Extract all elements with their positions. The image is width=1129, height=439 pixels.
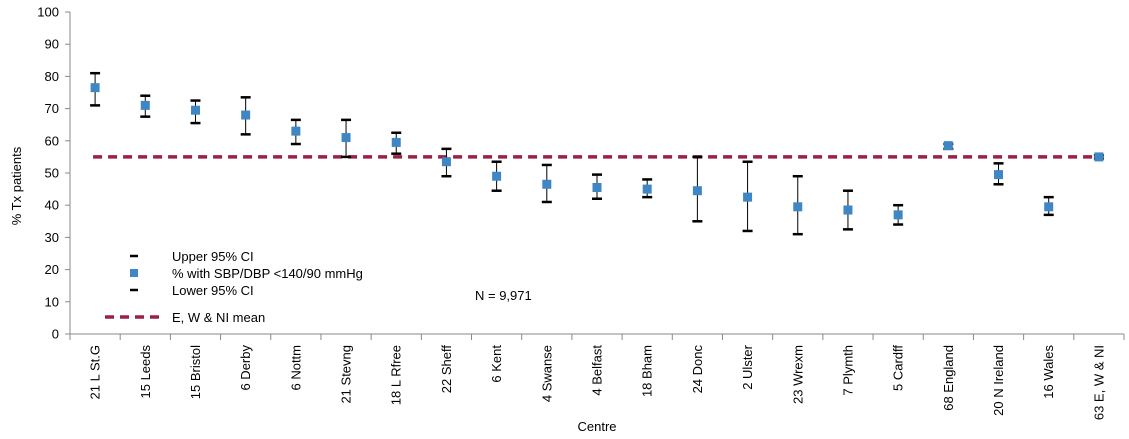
data-point: [291, 126, 301, 136]
x-tick-label: 2 Ulster: [740, 344, 755, 389]
x-tick-label: 15 Leeds: [138, 345, 153, 399]
data-point: [391, 137, 401, 147]
data-point: [90, 83, 100, 93]
legend-swatch-percent: [130, 269, 138, 277]
data-point: [1094, 152, 1104, 162]
data-point: [1044, 202, 1054, 212]
data-point: [542, 179, 552, 189]
x-tick-label: 63 E, W & NI: [1091, 345, 1106, 420]
y-tick-label: 20: [45, 262, 59, 277]
y-tick-label: 10: [45, 294, 59, 309]
x-tick-label: 6 Derby: [238, 345, 253, 391]
data-point: [441, 157, 451, 167]
y-axis-ticks: 0 10 20 30 40 50 60 70 80 90 100: [37, 5, 70, 342]
legend-item-lower-ci: Lower 95% CI: [130, 283, 254, 298]
y-axis-label: % Tx patients: [9, 146, 24, 225]
data-point: [190, 105, 200, 115]
y-tick-label: 100: [37, 5, 59, 20]
legend-item-mean: E, W & NI mean: [105, 310, 265, 325]
legend-label-percent: % with SBP/DBP <140/90 mmHg: [172, 266, 363, 281]
y-tick-label: 90: [45, 37, 59, 52]
x-tick-label: 6 Nottm: [288, 345, 303, 391]
y-tick-label: 80: [45, 69, 59, 84]
ci-layer: [90, 71, 1104, 236]
data-point: [743, 192, 753, 202]
x-tick-label: 24 Donc: [690, 345, 705, 394]
x-tick-label: 18 L Rfree: [389, 345, 404, 405]
legend-box: [88, 244, 422, 328]
legend: Upper 95% CI % with SBP/DBP <140/90 mmHg…: [88, 244, 422, 328]
data-point: [692, 186, 702, 196]
x-tick-label: 5 Cardff: [891, 345, 906, 391]
legend-item-upper-ci: Upper 95% CI: [130, 249, 254, 264]
x-tick-label: 21 L St.G: [88, 345, 103, 399]
data-point: [140, 100, 150, 110]
x-tick-label: 16 Wales: [1041, 345, 1056, 399]
y-tick-label: 60: [45, 133, 59, 148]
x-tick-label: 6 Kent: [489, 345, 504, 383]
x-tick-label: 23 Wrexm: [790, 345, 805, 404]
x-axis-ticks: 21 L St.G 15 Leeds 15 Bristol 6 Derby 6 Nott…: [69, 334, 1125, 420]
data-point: [994, 170, 1004, 180]
x-tick-label: 68 England: [941, 345, 956, 411]
legend-label-upper-ci: Upper 95% CI: [172, 249, 254, 264]
data-point: [893, 210, 903, 220]
x-tick-label: 20 N Ireland: [991, 345, 1006, 416]
x-axis-label: Centre: [577, 419, 616, 434]
point-layer: [90, 83, 1104, 220]
x-tick-label: 7 Plymth: [840, 345, 855, 396]
x-tick-label: 18 Bham: [640, 345, 655, 397]
data-point: [592, 182, 602, 192]
x-tick-label: 22 Sheff: [439, 345, 454, 394]
y-tick-label: 70: [45, 101, 59, 116]
y-tick-label: 40: [45, 198, 59, 213]
data-point: [341, 133, 351, 143]
data-point: [241, 110, 251, 120]
y-tick-label: 30: [45, 230, 59, 245]
legend-label-lower-ci: Lower 95% CI: [172, 283, 254, 298]
data-point: [843, 205, 853, 215]
data-point: [793, 202, 803, 212]
legend-label-mean: E, W & NI mean: [172, 310, 265, 325]
x-tick-label: 15 Bristol: [188, 345, 203, 399]
legend-item-percent: % with SBP/DBP <140/90 mmHg: [130, 266, 363, 281]
data-point: [492, 171, 502, 181]
y-tick-label: 50: [45, 166, 59, 181]
x-tick-label: 21 Stevng: [339, 345, 354, 404]
data-point: [943, 141, 953, 151]
y-tick-label: 0: [52, 327, 59, 342]
data-point: [642, 184, 652, 194]
x-tick-label: 4 Swanse: [539, 345, 554, 402]
n-annotation: N = 9,971: [475, 288, 532, 303]
x-tick-label: 4 Belfast: [590, 345, 605, 396]
